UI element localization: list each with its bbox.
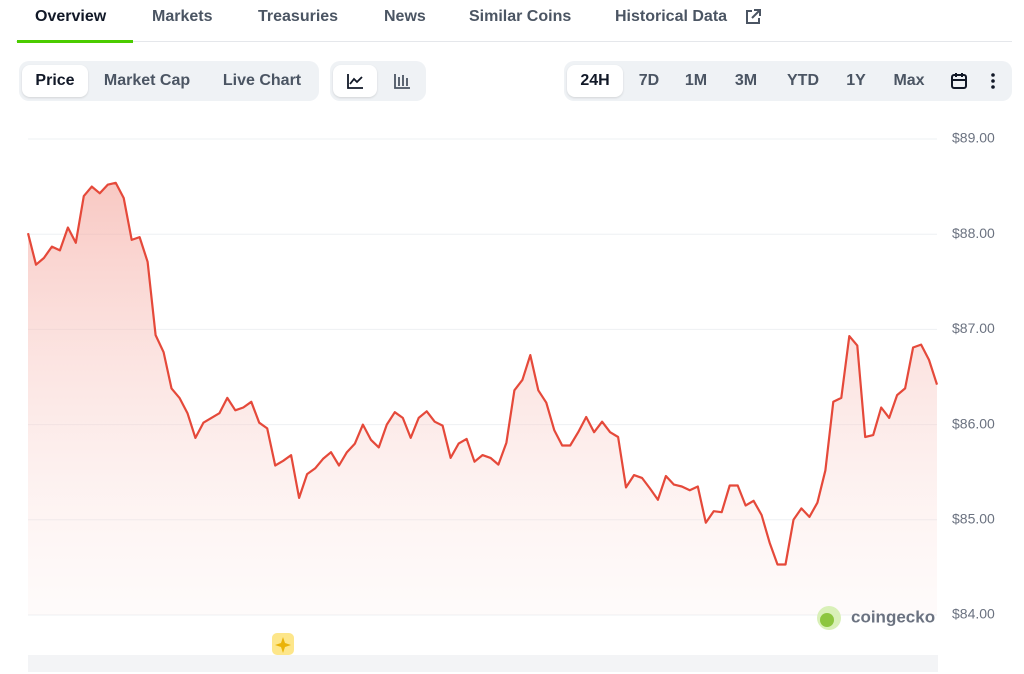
range-button[interactable]: 1Y bbox=[846, 72, 866, 89]
range-button[interactable]: Max bbox=[893, 72, 925, 89]
price-chart: coingecko $84.00 $85.00 $86.00 $87.00 $88.00… bbox=[26, 130, 995, 672]
price-line bbox=[26, 181, 939, 566]
tab[interactable]: Treasuries bbox=[258, 8, 339, 25]
external-link-icon bbox=[746, 9, 761, 24]
view-toggle: Price Market Cap Live Chart bbox=[19, 61, 319, 101]
range-button[interactable]: YTD bbox=[787, 72, 819, 89]
view-button[interactable]: Live Chart bbox=[222, 72, 302, 89]
candle-style-button[interactable] bbox=[380, 65, 424, 97]
active-tab-indicator bbox=[17, 40, 133, 43]
watermark-text: coingecko bbox=[851, 607, 935, 626]
event-marker bbox=[272, 633, 294, 655]
tab[interactable]: Overview bbox=[35, 8, 107, 25]
range-button[interactable]: 24H bbox=[567, 65, 623, 97]
line-style-button[interactable] bbox=[333, 65, 377, 97]
calendar-button[interactable] bbox=[942, 65, 976, 97]
y-tick-label: $86.00 bbox=[952, 415, 995, 431]
tab[interactable]: Similar Coins bbox=[469, 8, 572, 25]
y-tick-label: $87.00 bbox=[952, 320, 995, 336]
tab[interactable]: News bbox=[384, 8, 426, 25]
view-button[interactable]: Market Cap bbox=[103, 72, 191, 89]
view-button[interactable]: Price bbox=[22, 65, 88, 97]
y-tick-label: $88.00 bbox=[952, 225, 995, 241]
range-button[interactable]: 3M bbox=[734, 72, 758, 89]
tab[interactable]: Markets bbox=[152, 8, 213, 25]
more-button[interactable] bbox=[980, 65, 1006, 97]
tab-divider bbox=[16, 41, 1012, 42]
range-button[interactable]: 7D bbox=[638, 72, 660, 89]
y-tick-label: $89.00 bbox=[952, 130, 995, 146]
chart-style-toggle bbox=[330, 61, 426, 101]
time-range-toggle: 24H 7D 1M 3M YTD 1Y Max bbox=[564, 61, 1012, 101]
range-button[interactable]: 1M bbox=[684, 72, 708, 89]
y-tick-label: $84.00 bbox=[952, 606, 995, 622]
volume-strip bbox=[28, 655, 938, 672]
y-tick-label: $85.00 bbox=[952, 511, 995, 527]
price-area bbox=[28, 182, 937, 616]
watermark: coingecko bbox=[817, 606, 935, 630]
tab[interactable]: Historical Data bbox=[615, 8, 728, 25]
